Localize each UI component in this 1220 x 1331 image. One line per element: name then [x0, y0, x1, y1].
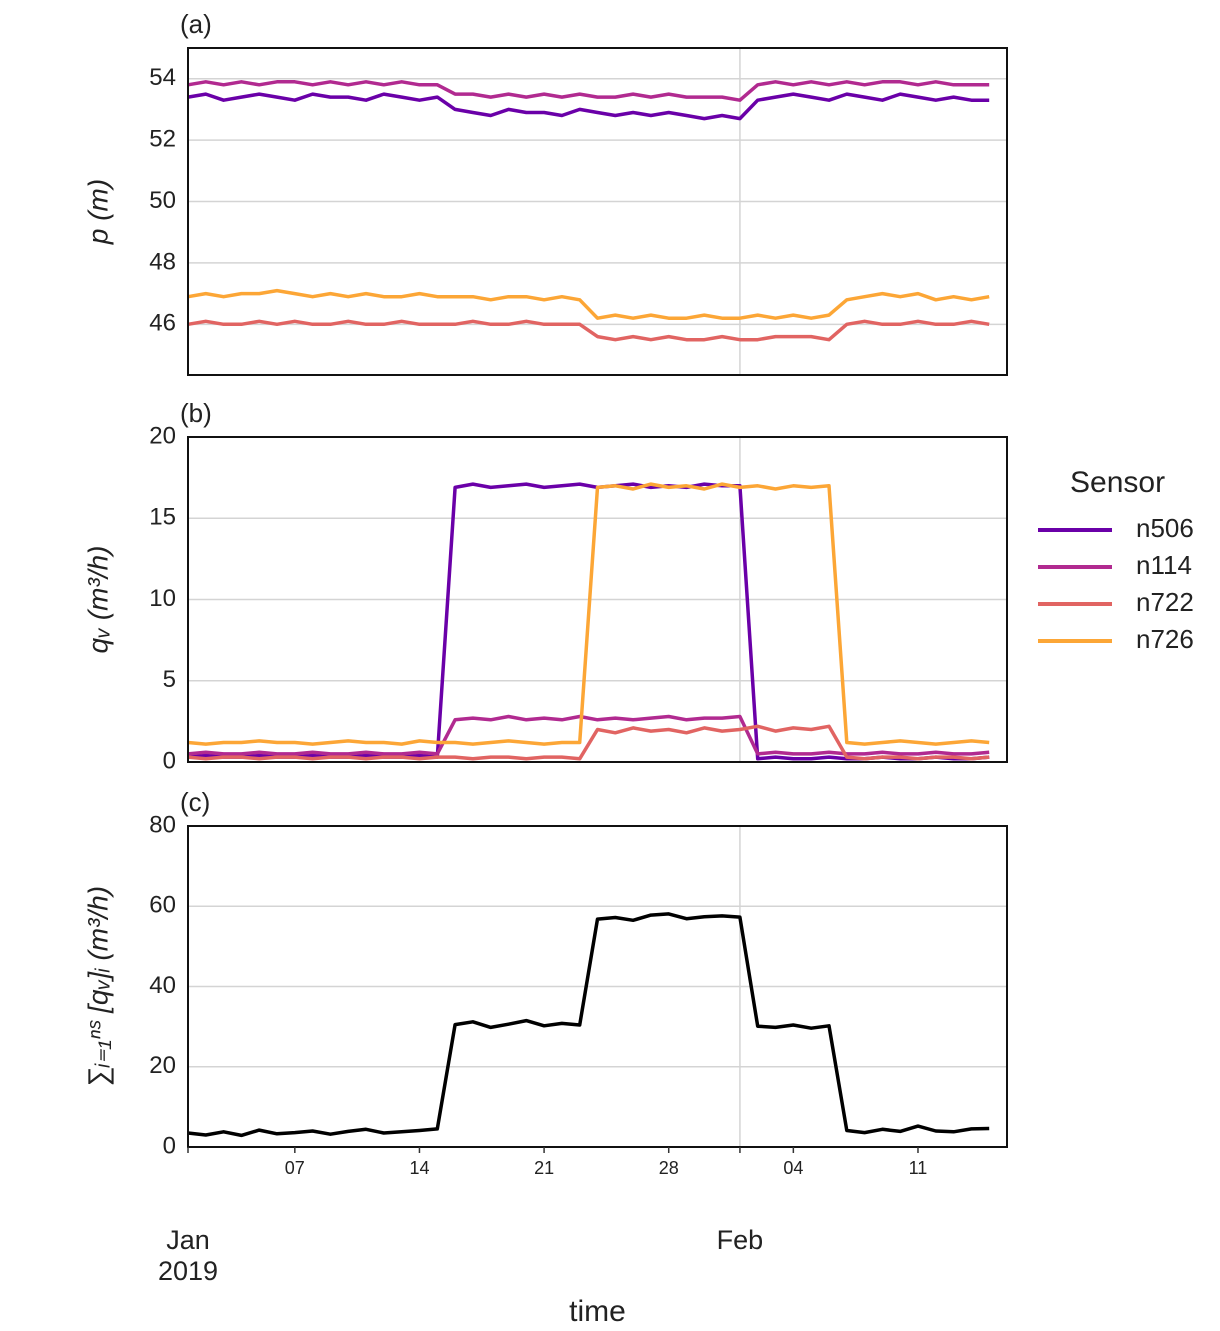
y-tick-label: 46 — [149, 310, 176, 337]
line — [187, 288, 990, 320]
y-axis-title: qᵥ (m³/h) — [82, 545, 113, 653]
panel-label: (c) — [180, 787, 210, 817]
x-tick-label: 28 — [659, 1158, 679, 1178]
y-tick-label: 10 — [149, 585, 176, 612]
plot-frame — [187, 436, 1008, 763]
y-tick-label: 0 — [163, 1132, 176, 1159]
legend-label: n726 — [1136, 624, 1194, 654]
y-tick-label: 20 — [149, 422, 176, 449]
y-tick-label: 20 — [149, 1052, 176, 1079]
y-axis-title: ∑ᵢ₌₁ⁿˢ [qᵥ]ᵢ (m³/h) — [82, 886, 114, 1087]
series-group — [187, 482, 990, 761]
y-tick-label: 52 — [149, 125, 176, 152]
y-axis-title: p (m) — [82, 179, 113, 245]
y-tick-label: 80 — [149, 811, 176, 838]
panel-label: (a) — [180, 9, 212, 39]
y-tick-label: 54 — [149, 64, 176, 91]
legend-title: Sensor — [1070, 466, 1165, 499]
y-tick-label: 48 — [149, 248, 176, 275]
line — [187, 92, 990, 121]
x-tick-label: 11 — [909, 1158, 928, 1178]
line — [187, 319, 990, 342]
series-group — [187, 80, 990, 342]
x-tick-label: 21 — [534, 1158, 554, 1178]
y-tick-label: 0 — [163, 747, 176, 774]
y-tick-label: 15 — [149, 504, 176, 531]
legend-label: n722 — [1136, 587, 1194, 617]
x-axis-title: time — [569, 1295, 626, 1328]
x-tick-label: 07 — [285, 1158, 305, 1178]
y-tick-label: 40 — [149, 972, 176, 999]
y-tick-label: 50 — [149, 187, 176, 214]
y-tick-label: 5 — [163, 666, 176, 693]
series-group — [187, 912, 990, 1138]
x-major-label: Feb — [716, 1225, 764, 1255]
legend-label: n114 — [1136, 550, 1192, 580]
plot-frame — [187, 825, 1008, 1148]
x-major-label: Jan 2019 — [157, 1225, 219, 1286]
line — [187, 714, 990, 756]
x-tick-label: 14 — [409, 1158, 429, 1178]
legend-label: n506 — [1136, 513, 1194, 543]
line — [187, 80, 990, 102]
line — [187, 482, 990, 746]
x-tick-label: 04 — [783, 1158, 803, 1178]
y-tick-label: 60 — [149, 892, 176, 919]
line — [187, 912, 990, 1138]
panel-label: (b) — [180, 398, 212, 428]
plot-frame — [187, 47, 1008, 376]
line — [187, 724, 990, 761]
